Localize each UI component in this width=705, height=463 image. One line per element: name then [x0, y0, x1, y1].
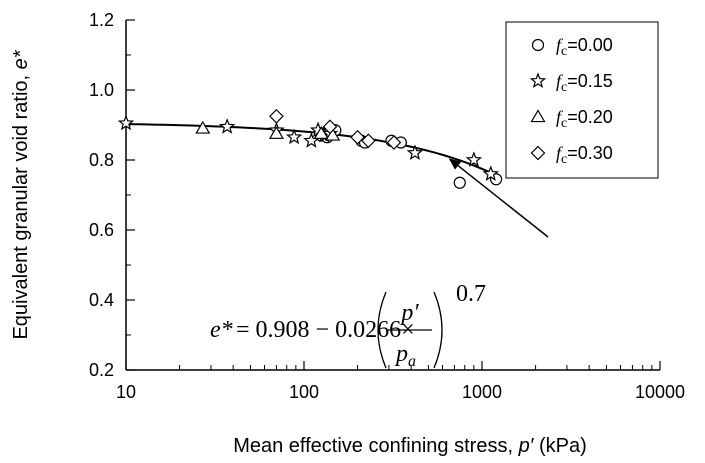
equation-denominator-sub: a	[408, 353, 416, 370]
data-point-circle	[453, 176, 466, 189]
data-point-triangle	[325, 127, 341, 141]
y-tick-label: 0.8	[89, 150, 114, 170]
data-points	[117, 108, 503, 189]
fit-curve-line	[125, 123, 497, 177]
equation-lhs: e*	[210, 317, 233, 343]
x-axis-label: Mean effective confining stress, p′ (kPa…	[233, 435, 587, 457]
legend-label-sub: c	[561, 116, 567, 131]
legend-label-value: =0.30	[567, 143, 613, 163]
data-point-star	[218, 118, 236, 134]
legend-label-value: =0.20	[567, 107, 613, 127]
legend-label-var: f	[556, 143, 564, 163]
y-tick-label: 0.2	[89, 360, 114, 380]
legend-label: fc=0.30	[556, 143, 613, 167]
legend-marker-diamond	[530, 145, 546, 161]
legend-label-var: f	[556, 107, 564, 127]
data-point-diamond	[361, 133, 376, 149]
data-point-star	[465, 151, 483, 168]
fit-curve	[125, 123, 497, 177]
legend-box	[505, 21, 659, 179]
legend-label-value: =0.00	[567, 35, 613, 55]
legend-label: fc=0.00	[556, 35, 613, 59]
x-tick-label: 10000	[635, 382, 685, 402]
equation-denominator-var: p	[394, 341, 408, 367]
data-point-star	[285, 128, 303, 145]
legend-label-sub: c	[561, 44, 567, 59]
equation-numerator: p′	[399, 300, 419, 326]
equation-denominator: pa	[394, 341, 416, 370]
x-tick-label: 1000	[462, 382, 502, 402]
legend-label-var: f	[556, 71, 564, 91]
equation-body: = 0.908 − 0.0266×	[236, 317, 415, 343]
data-point-triangle	[195, 120, 211, 134]
y-tick-label: 0.4	[89, 290, 114, 310]
x-axis-label-var: p′	[518, 435, 535, 457]
equation-left-paren	[377, 291, 387, 369]
data-point-diamond	[350, 129, 365, 145]
legend-marker-circle	[531, 38, 545, 52]
data-point-star	[117, 114, 135, 131]
tick-labels: 10 100 1000 10000 0.2 0.4 0.6 0.8 1.0 1.2	[89, 10, 685, 402]
legend-marker-star	[529, 72, 547, 89]
legend-label-sub: c	[561, 152, 567, 167]
legend-label-var: f	[556, 35, 564, 55]
annotation-arrow	[457, 165, 549, 238]
data-point-diamond	[269, 108, 284, 124]
data-point-star	[406, 144, 424, 161]
legend-marker-triangle	[530, 109, 546, 123]
tick-marks	[125, 19, 661, 371]
legend-label: fc=0.20	[556, 107, 613, 131]
y-axis-label-text: Equivalent granular void ratio,	[10, 69, 32, 339]
equation-annotation: e* = 0.908 − 0.0266× p′ pa 0.7	[210, 158, 549, 370]
x-axis-label-text: Mean effective confining stress,	[233, 435, 518, 457]
y-tick-label: 0.6	[89, 220, 114, 240]
y-tick-label: 1.0	[89, 80, 114, 100]
legend-label: fc=0.15	[556, 71, 613, 95]
annotation-arrow-head	[448, 158, 462, 170]
data-point-triangle	[268, 126, 284, 139]
data-point-star	[482, 165, 500, 182]
equation-exponent: 0.7	[456, 281, 486, 307]
equation-right-paren	[433, 291, 443, 369]
y-axis-label: Equivalent granular void ratio, e*	[10, 49, 32, 339]
x-axis-label-unit: (kPa)	[533, 435, 586, 457]
x-tick-label: 10	[116, 382, 136, 402]
legend-label-sub: c	[561, 80, 567, 95]
x-tick-label: 100	[289, 382, 319, 402]
y-tick-label: 1.2	[89, 10, 114, 30]
legend-label-value: =0.15	[567, 71, 613, 91]
data-point-diamond	[386, 135, 402, 150]
data-point-diamond	[322, 119, 338, 135]
data-point-triangle	[313, 126, 329, 139]
y-axis-label-var: e*	[10, 49, 32, 69]
